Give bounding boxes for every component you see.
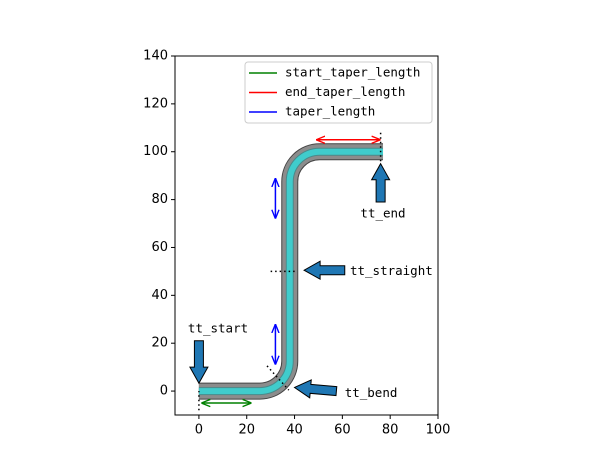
annotation-arrow xyxy=(303,260,346,281)
annotation-arrow xyxy=(189,340,209,385)
x-tick-label: 40 xyxy=(286,423,303,438)
x-tick-label: 100 xyxy=(426,423,451,438)
y-tick-label: 80 xyxy=(151,192,168,207)
y-tick-label: 140 xyxy=(143,49,168,64)
annotation-label: tt_end xyxy=(360,205,405,220)
legend-label: start_taper_length xyxy=(285,65,420,80)
annotation-label: tt_start xyxy=(188,320,248,335)
annotation-label: tt_bend xyxy=(345,385,398,400)
x-tick-label: 0 xyxy=(195,423,203,438)
y-tick-label: 100 xyxy=(143,144,168,159)
annotation-label: tt_straight xyxy=(350,263,433,278)
axes-frame xyxy=(174,55,439,416)
legend-box xyxy=(244,61,433,124)
y-tick-label: 20 xyxy=(151,336,168,351)
legend-label: end_taper_length xyxy=(285,84,405,99)
y-tick-label: 120 xyxy=(143,96,168,111)
x-tick-label: 60 xyxy=(334,423,351,438)
x-tick-label: 20 xyxy=(238,423,255,438)
y-tick-label: 60 xyxy=(151,240,168,255)
guide-line xyxy=(266,365,290,391)
annotation-arrow xyxy=(293,379,338,399)
annotation-arrow xyxy=(370,162,391,203)
y-tick-label: 40 xyxy=(151,288,168,303)
y-tick-label: 0 xyxy=(160,384,168,399)
legend-label: taper_length xyxy=(285,104,375,119)
x-tick-label: 80 xyxy=(382,423,399,438)
